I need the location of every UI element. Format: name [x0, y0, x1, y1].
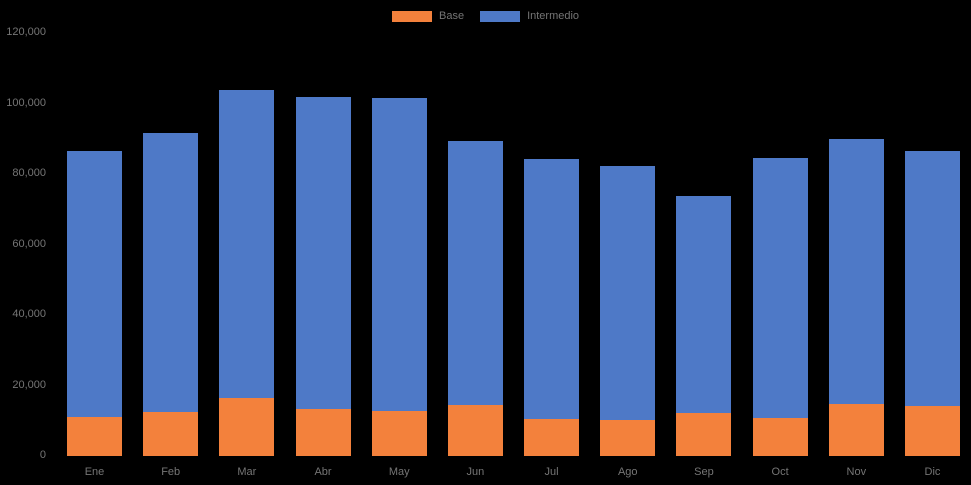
x-tick-label: Ene [84, 466, 105, 478]
bar-group-ene [67, 151, 122, 456]
y-tick-label: 60,000 [12, 237, 46, 250]
x-tick-label: Nov [846, 466, 867, 478]
legend: Base Intermedio [392, 10, 595, 23]
legend-swatch-intermedio-icon [480, 11, 521, 22]
legend-label-intermedio: Intermedio [527, 10, 580, 22]
bar-segment-base-ene [67, 417, 122, 456]
x-tick-label: Mar [237, 466, 257, 478]
bar-segment-base-sep [676, 412, 732, 456]
y-tick-label: 100,000 [6, 96, 46, 109]
y-tick-label: 0 [39, 449, 46, 461]
bar-segment-intermedio-ene [67, 151, 122, 418]
bar-segment-intermedio-jun [447, 140, 503, 405]
bar-segment-base-jun [447, 404, 503, 456]
legend-swatch-base-icon [392, 11, 432, 22]
legend-label-base: Base [439, 10, 465, 22]
bar-group-abr [295, 97, 351, 456]
bar-segment-intermedio-oct [752, 158, 808, 418]
bar-group-nov [828, 139, 884, 456]
bar-segment-base-jul [524, 418, 580, 456]
bar-group-jul [524, 158, 580, 456]
bar-segment-intermedio-dic [904, 151, 960, 406]
bar-group-sep [676, 195, 732, 456]
bar-group-dic [904, 151, 960, 456]
bar-segment-intermedio-sep [676, 195, 732, 413]
bar-group-oct [752, 158, 808, 456]
bar-segment-base-mar [219, 397, 275, 456]
bar-segment-base-may [371, 410, 427, 456]
bar-segment-intermedio-nov [828, 139, 884, 404]
bar-segment-intermedio-feb [143, 133, 199, 412]
bar-segment-base-abr [295, 409, 351, 456]
legend-item-intermedio: Intermedio [480, 10, 579, 23]
bar-group-mar [219, 90, 275, 456]
x-tick-label: May [388, 466, 410, 478]
x-tick-label: Jun [466, 466, 485, 478]
x-tick-label: Dic [924, 466, 941, 478]
bar-segment-intermedio-abr [295, 97, 351, 410]
bar-group-may [371, 97, 427, 456]
bar-segment-intermedio-may [371, 97, 427, 411]
x-tick-label: Feb [161, 466, 181, 478]
bar-segment-intermedio-mar [219, 90, 275, 398]
x-tick-label: Abr [314, 466, 332, 478]
bar-segment-base-dic [904, 405, 960, 456]
y-tick-label: 80,000 [12, 167, 46, 179]
bar-segment-base-nov [828, 403, 884, 456]
bar-segment-base-feb [143, 411, 199, 456]
bar-segment-intermedio-jul [524, 158, 580, 419]
y-tick-label: 20,000 [12, 378, 46, 391]
bar-group-ago [600, 165, 656, 456]
legend-item-base: Base [392, 10, 464, 23]
x-tick-label: Oct [771, 466, 789, 478]
bar-segment-base-ago [600, 420, 656, 456]
x-tick-label: Jul [544, 466, 559, 478]
bar-group-jun [447, 140, 503, 456]
bar-segment-intermedio-ago [600, 165, 656, 421]
y-tick-label: 120,000 [6, 26, 46, 38]
x-tick-label: Ago [617, 466, 638, 478]
y-tick-label: 40,000 [12, 308, 46, 320]
bar-group-feb [143, 133, 199, 456]
x-tick-label: Sep [694, 466, 714, 478]
bar-segment-base-oct [752, 417, 808, 456]
